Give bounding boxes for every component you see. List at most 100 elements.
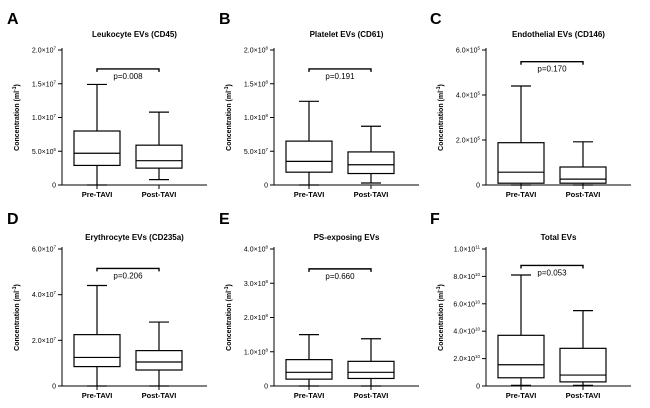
y-tick-label: 0 (264, 183, 268, 190)
iqr-box (559, 166, 607, 184)
x-tick-label: Pre-TAVI (82, 391, 113, 400)
p-value: p=0.053 (537, 268, 567, 277)
y-tick-label: 0 (476, 384, 480, 391)
box-plot-pre (497, 85, 545, 186)
panel-title: Erythrocyte EVs (CD235a) (85, 233, 184, 242)
y-tick-label: 1.0×108 (244, 347, 269, 356)
x-tick-label: Post-TAVI (566, 190, 601, 199)
x-tick-label: Pre-TAVI (506, 391, 537, 400)
x-tick-label: Pre-TAVI (294, 190, 325, 199)
y-tick-label: 0 (52, 183, 56, 190)
y-tick-label: 2.0×107 (32, 46, 57, 55)
y-tick-label: 5.0×106 (32, 147, 57, 156)
y-tick-label: 2.0×108 (244, 46, 269, 55)
panel-b: B Platelet EVs (CD61) 0 5.0×107 1.0×108 1.5×1… (219, 11, 419, 199)
panel-f: F Total EVs 0 2.0×1010 4.0×1010 6.0×1010 8.0×1… (430, 211, 631, 400)
y-tick-label: 2.0×1010 (453, 354, 480, 363)
y-tick-label: 0 (52, 384, 56, 391)
box-plot-post (135, 111, 183, 181)
y-tick-label: 4.0×108 (244, 245, 269, 254)
y-tick-label: 6.0×107 (32, 245, 57, 254)
significance-bracket (520, 264, 584, 269)
y-axis-label: Concentration (ml-1) (436, 84, 445, 151)
panel-d: D Erythrocyte EVs (CD235a) 0 2.0×107 4.0×107… (7, 211, 207, 400)
panel-letter: E (219, 211, 230, 228)
y-tick-label: 1.0×107 (32, 113, 57, 122)
iqr-box (73, 130, 121, 167)
x-tick-label: Post-TAVI (354, 391, 389, 400)
panel-title: Endothelial EVs (CD146) (512, 30, 605, 39)
box-plot-pre (285, 334, 333, 387)
iqr-box (135, 350, 183, 371)
box-plot-pre (285, 100, 333, 186)
p-value: p=0.191 (325, 72, 355, 81)
iqr-box (285, 359, 333, 380)
y-tick-label: 4.0×105 (456, 91, 481, 100)
box-plot-post (559, 310, 607, 386)
y-tick-label: 6.0×105 (456, 46, 481, 55)
y-axis-label: Concentration (ml-1) (436, 284, 445, 351)
y-axis-label: Concentration (ml-1) (12, 284, 21, 351)
y-tick-label: 1.5×108 (244, 79, 269, 88)
y-tick-label: 2.0×107 (32, 336, 57, 345)
box-plot-post (347, 338, 395, 387)
panel-title: Total EVs (541, 233, 577, 242)
box-plot-pre (73, 284, 121, 387)
y-axis-label: Concentration (ml-1) (12, 84, 21, 151)
y-tick-label: 4.0×1010 (453, 327, 480, 336)
box-plot-post (559, 141, 607, 186)
panel-title: Leukocyte EVs (CD45) (92, 30, 177, 39)
significance-bracket (308, 268, 372, 272)
x-tick-label: Post-TAVI (566, 391, 601, 400)
panel-a: A Leukocyte EVs (CD45) 0 5.0×106 1.0×107 1.5×… (7, 11, 207, 199)
p-value: p=0.008 (113, 72, 143, 81)
significance-bracket (520, 61, 584, 65)
iqr-box (135, 144, 183, 169)
y-tick-label: 6.0×1010 (453, 299, 480, 308)
p-value: p=0.206 (113, 271, 143, 280)
y-tick-label: 1.5×107 (32, 79, 57, 88)
x-tick-label: Post-TAVI (142, 391, 177, 400)
panel-e: E PS-exposing EVs 0 1.0×108 2.0×108 3.0×108 4.… (219, 211, 419, 400)
panel-letter: A (7, 11, 19, 28)
panel-letter: F (430, 211, 440, 228)
iqr-box (285, 140, 333, 173)
panel-title: PS-exposing EVs (314, 233, 380, 242)
significance-bracket (96, 68, 160, 72)
box-plot-pre (73, 83, 121, 186)
iqr-box (347, 151, 395, 175)
panel-letter: D (7, 211, 19, 228)
x-tick-label: Pre-TAVI (82, 190, 113, 199)
y-tick-label: 2.0×105 (456, 136, 481, 145)
iqr-box (559, 347, 607, 383)
box-plot-pre (497, 274, 545, 386)
iqr-box (73, 334, 121, 368)
y-tick-label: 8.0×1010 (453, 272, 480, 281)
x-tick-label: Post-TAVI (354, 190, 389, 199)
box-plot-post (135, 321, 183, 387)
significance-bracket (308, 68, 372, 72)
y-tick-label: 1.0×108 (244, 113, 269, 122)
y-tick-label: 4.0×107 (32, 290, 57, 299)
y-tick-label: 1.0×1011 (454, 245, 481, 254)
y-axis-label: Concentration (ml-1) (224, 284, 233, 351)
y-tick-label: 3.0×108 (244, 279, 269, 288)
iqr-box (497, 334, 545, 379)
y-tick-label: 0 (264, 384, 268, 391)
panel-letter: B (219, 11, 231, 28)
panel-letter: C (430, 11, 442, 28)
panel-c: C Endothelial EVs (CD146) 0 2.0×105 4.0×105 6… (430, 11, 631, 199)
p-value: p=0.170 (537, 65, 567, 74)
significance-bracket (96, 267, 160, 272)
panel-title: Platelet EVs (CD61) (310, 30, 384, 39)
x-tick-label: Pre-TAVI (506, 190, 537, 199)
p-value: p=0.660 (325, 272, 355, 281)
y-tick-label: 0 (476, 183, 480, 190)
y-tick-label: 5.0×107 (244, 147, 269, 156)
iqr-box (347, 360, 395, 380)
y-axis-label: Concentration (ml-1) (224, 84, 233, 151)
iqr-box (497, 142, 545, 184)
x-tick-label: Post-TAVI (142, 190, 177, 199)
box-plot-post (347, 125, 395, 184)
x-tick-label: Pre-TAVI (294, 391, 325, 400)
